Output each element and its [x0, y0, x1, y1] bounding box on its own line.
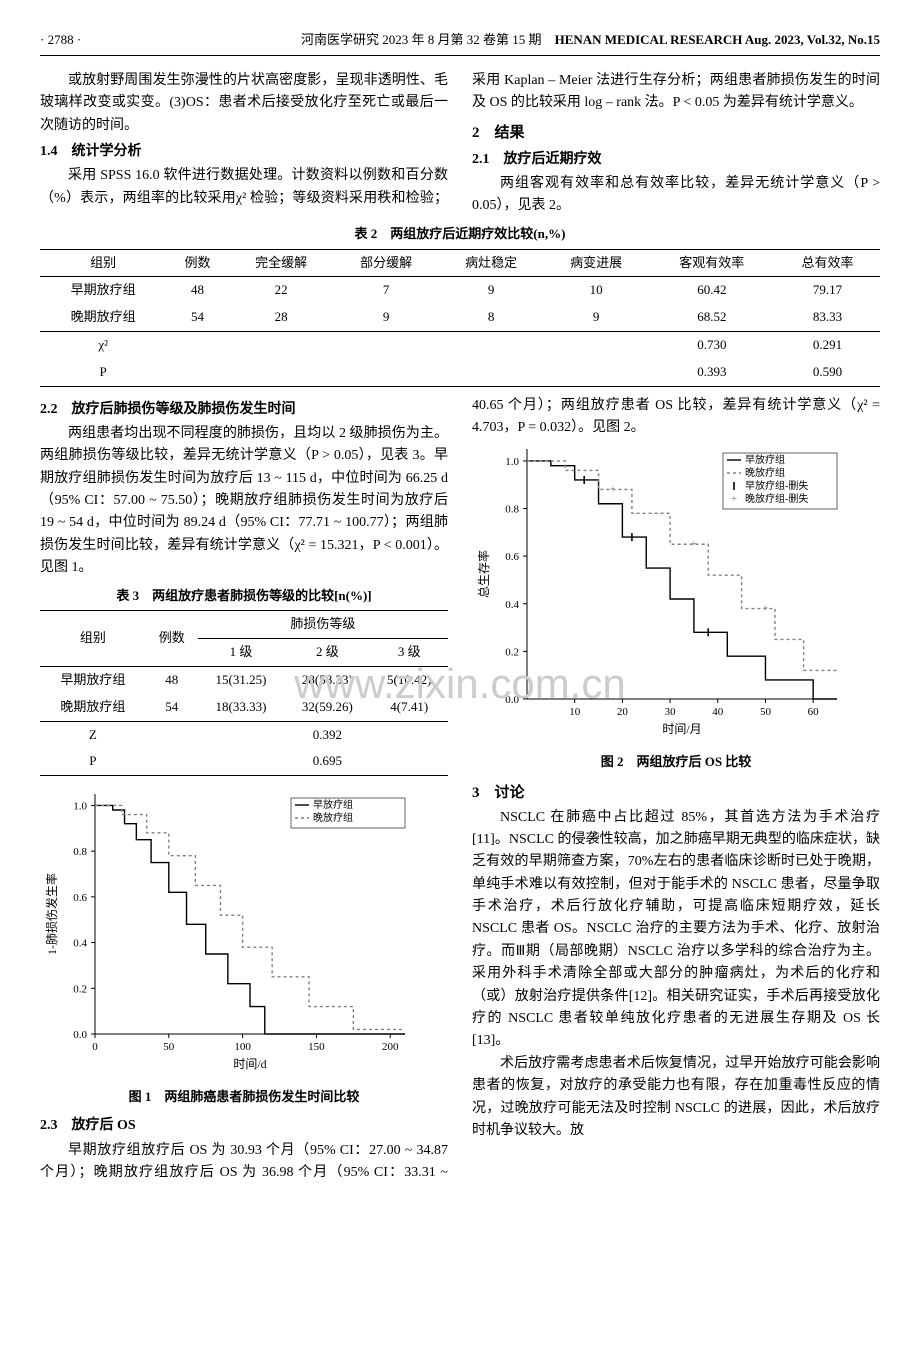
svg-text:0.8: 0.8	[505, 504, 519, 516]
svg-text:时间/月: 时间/月	[662, 722, 701, 736]
svg-text:40: 40	[712, 706, 724, 718]
table-3: 组别 例数 肺损伤等级 1 级 2 级 3 级 早期放疗组4815(31.25)…	[40, 610, 448, 776]
svg-text:10: 10	[569, 706, 581, 718]
table-2-caption: 表 2 两组放疗后近期疗效比较(n,%)	[40, 224, 880, 245]
svg-text:0.0: 0.0	[505, 694, 519, 706]
svg-text:早放疗组: 早放疗组	[313, 798, 353, 811]
figure-1: 0.0 0.2 0.4 0.6 0.8 1.0 0 50 100 150 200 时间/d 1-肺损伤发…	[40, 784, 448, 1107]
figure-1-caption: 图 1 两组肺癌患者肺损伤发生时间比较	[40, 1087, 448, 1108]
svg-text:晚放疗组: 晚放疗组	[313, 811, 353, 824]
paragraph: NSCLC 在肺癌中占比超过 85%，其首选方法为手术治疗[11]。NSCLC …	[472, 807, 880, 1053]
svg-text:0.2: 0.2	[73, 984, 87, 996]
paragraph: 或放射野周围发生弥漫性的片状高密度影，呈现非透明性、毛玻璃样改变或实变。(3)O…	[40, 70, 448, 137]
paragraph: 两组患者均出现不同程度的肺损伤，且均以 2 级肺损伤为主。两组肺损伤等级比较，差…	[40, 423, 448, 580]
svg-text:200: 200	[382, 1041, 399, 1053]
svg-text:+: +	[731, 493, 737, 505]
table-row: χ²0.7300.291	[40, 331, 880, 358]
page-number: · 2788 ·	[40, 30, 81, 51]
figure-2-caption: 图 2 两组放疗后 OS 比较	[472, 752, 880, 773]
section-2-1-title: 2.1 放疗后近期疗效	[472, 149, 880, 171]
section-1-4-title: 1.4 统计学分析	[40, 141, 448, 163]
svg-text:晚放疗组: 晚放疗组	[745, 466, 785, 479]
svg-text:0.0: 0.0	[73, 1029, 87, 1041]
section-3-title: 3 讨论	[472, 781, 880, 805]
svg-text:+: +	[610, 485, 616, 496]
page-header: · 2788 · 河南医学研究 2023 年 8 月第 32 卷第 15 期 H…	[40, 30, 880, 56]
svg-text:60: 60	[808, 706, 820, 718]
svg-text:晚放疗组-删失: 晚放疗组-删失	[745, 492, 808, 505]
section-2-3-title: 2.3 放疗后 OS	[40, 1115, 448, 1137]
svg-text:0.4: 0.4	[73, 938, 87, 950]
svg-text:0: 0	[92, 1041, 98, 1053]
svg-text:100: 100	[234, 1041, 251, 1053]
svg-text:+: +	[763, 604, 769, 615]
svg-text:50: 50	[163, 1041, 175, 1053]
svg-text:0.6: 0.6	[505, 551, 519, 563]
svg-text:早放疗组: 早放疗组	[745, 453, 785, 466]
table-row: P0.695	[40, 748, 448, 775]
table-row: 早期放疗组4822791060.4279.17	[40, 277, 880, 304]
svg-text:+: +	[691, 540, 697, 551]
svg-text:0.2: 0.2	[505, 647, 519, 659]
svg-text:1.0: 1.0	[505, 456, 519, 468]
table-header-row: 组别例数完全缓解部分缓解病灶稳定病变进展客观有效率总有效率	[40, 249, 880, 277]
table-row: 晚期放疗组5418(33.33)32(59.26)4(7.41)	[40, 694, 448, 721]
svg-text:20: 20	[617, 706, 629, 718]
table-header-row: 组别 例数 肺损伤等级	[40, 611, 448, 639]
svg-text:0.8: 0.8	[73, 846, 87, 858]
journal-info: 河南医学研究 2023 年 8 月第 32 卷第 15 期 HENAN MEDI…	[301, 30, 880, 51]
paragraph: 两组客观有效率和总有效率比较，差异无统计学意义（P > 0.05），见表 2。	[472, 173, 880, 218]
svg-text:30: 30	[665, 706, 677, 718]
svg-text:0.4: 0.4	[505, 599, 519, 611]
table-row: Z0.392	[40, 721, 448, 748]
section-2-2-title: 2.2 放疗后肺损伤等级及肺损伤发生时间	[40, 399, 448, 421]
table-3-caption: 表 3 两组放疗患者肺损伤等级的比较[n(%)]	[40, 586, 448, 607]
table-row: 晚期放疗组542898968.5283.33	[40, 304, 880, 331]
table-row: P0.3930.590	[40, 359, 880, 386]
table-2: 组别例数完全缓解部分缓解病灶稳定病变进展客观有效率总有效率 早期放疗组48227…	[40, 249, 880, 387]
svg-text:时间/d: 时间/d	[233, 1057, 266, 1071]
svg-text:0.6: 0.6	[73, 892, 87, 904]
svg-text:1-肺损伤发生率: 1-肺损伤发生率	[44, 873, 59, 955]
svg-text:50: 50	[760, 706, 772, 718]
table-row: 早期放疗组4815(31.25)28(58.33)5(10.42)	[40, 667, 448, 694]
svg-text:早放疗组-删失: 早放疗组-删失	[745, 479, 808, 492]
svg-text:1.0: 1.0	[73, 801, 87, 813]
section-2-title: 2 结果	[472, 121, 880, 145]
paragraph: 术后放疗需考虑患者术后恢复情况，过早开始放疗可能会影响患者的恢复，对放疗的承受能…	[472, 1053, 880, 1143]
svg-text:总生存率: 总生存率	[476, 550, 491, 598]
svg-text:150: 150	[308, 1041, 325, 1053]
figure-2: 0.0 0.2 0.4 0.6 0.8 1.0 10 20 30 40 50 60 时间/月 总生存率 + +…	[472, 439, 880, 772]
